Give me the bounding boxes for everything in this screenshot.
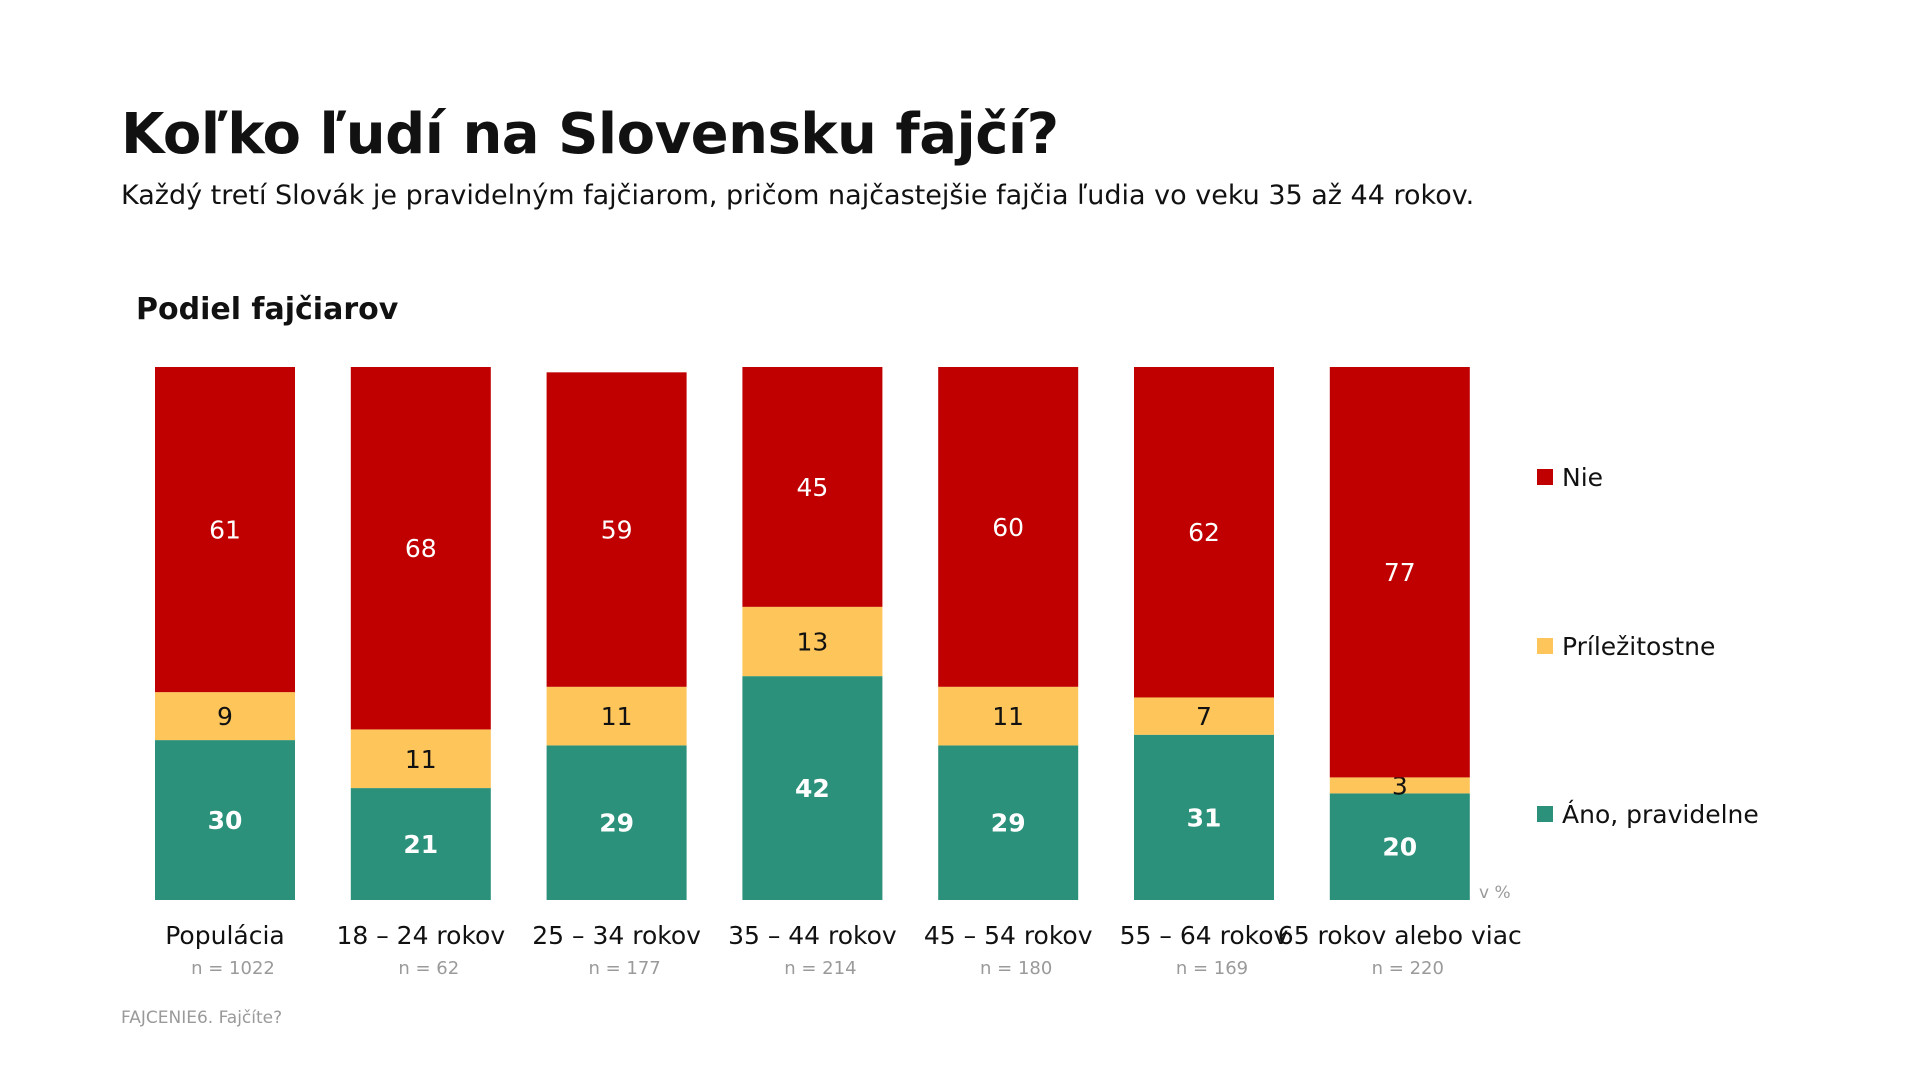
- bar-segment-nie: [1134, 367, 1274, 698]
- bar-segment-ano: [155, 740, 295, 900]
- sample-size-label: n = 214: [784, 958, 856, 979]
- bar-segment-ano: [742, 676, 883, 900]
- sample-size-label: n = 180: [980, 958, 1052, 979]
- bar-segment-nie: [742, 367, 883, 607]
- data-label-nie: 61: [209, 516, 241, 545]
- bar-segment-prilezitostne: [1134, 697, 1274, 735]
- bar-segment-nie: [1329, 367, 1470, 778]
- bar-segment-ano: [938, 745, 1079, 900]
- data-label-prilezitostne: 11: [405, 745, 437, 774]
- sample-size-label: n = 62: [398, 958, 459, 979]
- x-tick-label: Populácia: [165, 921, 284, 950]
- data-label-nie: 60: [992, 513, 1024, 542]
- data-label-prilezitostne: 7: [1196, 702, 1212, 731]
- data-label-nie: 68: [405, 534, 437, 563]
- sample-size-label: n = 177: [588, 958, 660, 979]
- sample-size-label: n = 1022: [191, 958, 275, 979]
- data-label-prilezitostne: 3: [1392, 771, 1408, 800]
- data-label-nie: 59: [601, 516, 633, 545]
- bar-segment-ano: [350, 788, 491, 900]
- bar-segment-nie: [155, 367, 295, 693]
- data-label-ano: 29: [991, 809, 1026, 838]
- data-label-nie: 62: [1188, 518, 1220, 547]
- unit-label: v %: [1479, 883, 1511, 903]
- bar-segment-prilezitostne: [546, 686, 687, 746]
- bar-segment-ano: [1329, 793, 1470, 900]
- bar-segment-nie: [938, 367, 1079, 687]
- x-tick-label: 18 – 24 rokov: [336, 921, 505, 950]
- page-title: Koľko ľudí na Slovensku fajčí?: [121, 102, 1059, 167]
- sample-size-label: n = 169: [1176, 958, 1248, 979]
- legend-swatch-ano: [1537, 806, 1553, 822]
- chart-title: Podiel fajčiarov: [136, 292, 399, 327]
- bar-segment-prilezitostne: [742, 606, 883, 677]
- data-label-ano: 21: [403, 830, 438, 859]
- data-label-prilezitostne: 11: [601, 702, 633, 731]
- data-label-prilezitostne: 13: [796, 627, 828, 656]
- bar-segment-ano: [1134, 734, 1274, 900]
- legend-label-nie: Nie: [1562, 463, 1603, 492]
- bar-segment-prilezitostne: [1329, 777, 1470, 794]
- data-label-ano: 29: [599, 809, 634, 838]
- legend-label-ano: Áno, pravidelne: [1562, 800, 1759, 829]
- page-subtitle: Každý tretí Slovák je pravidelným fajčia…: [121, 180, 1475, 211]
- x-tick-label: 25 – 34 rokov: [532, 921, 701, 950]
- bar-segment-ano: [546, 745, 687, 900]
- data-label-ano: 30: [208, 806, 243, 835]
- data-label-prilezitostne: 11: [992, 702, 1024, 731]
- bar-segment-prilezitostne: [350, 729, 491, 789]
- data-label-ano: 31: [1187, 803, 1222, 832]
- data-label-prilezitostne: 9: [217, 702, 233, 731]
- legend-swatch-nie: [1537, 469, 1553, 485]
- x-tick-label: 45 – 54 rokov: [924, 921, 1093, 950]
- data-label-ano: 20: [1382, 833, 1417, 862]
- data-label-ano: 42: [795, 774, 830, 803]
- bar-segment-prilezitostne: [938, 686, 1079, 746]
- data-label-nie: 77: [1384, 558, 1416, 587]
- legend-swatch-prilezitostne: [1537, 638, 1553, 654]
- data-label-nie: 45: [796, 473, 828, 502]
- x-tick-label: 55 – 64 rokov: [1120, 921, 1289, 950]
- legend-label-prilezitostne: Príležitostne: [1562, 632, 1715, 661]
- source-footnote: FAJCENIE6. Fajčíte?: [121, 1008, 283, 1028]
- sample-size-label: n = 220: [1372, 958, 1444, 979]
- bar-segment-nie: [546, 372, 687, 687]
- bar-segment-nie: [350, 367, 491, 730]
- x-tick-label: 35 – 44 rokov: [728, 921, 897, 950]
- x-tick-label: 65 rokov alebo viac: [1278, 921, 1522, 950]
- bar-segment-prilezitostne: [155, 692, 295, 741]
